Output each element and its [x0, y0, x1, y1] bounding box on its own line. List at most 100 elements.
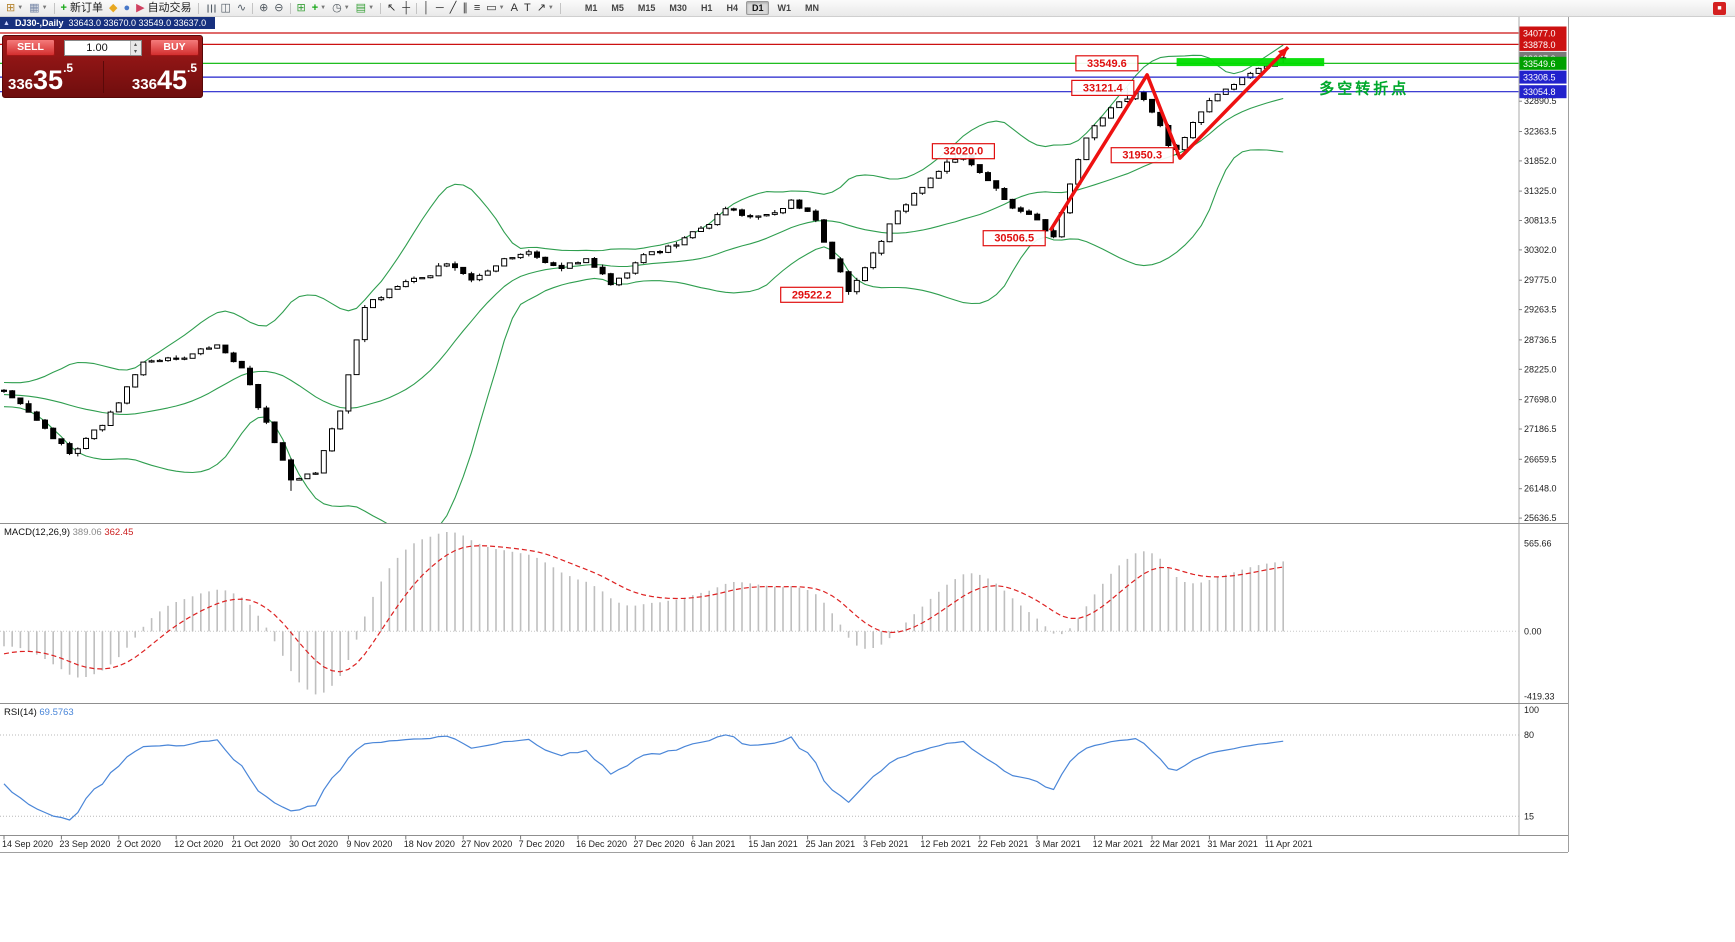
one-click-prices-row: 336 35.5 336 45.5 — [6, 58, 199, 96]
zoom-in-icon: ⊕ — [259, 1, 269, 14]
svg-text:18 Nov 2020: 18 Nov 2020 — [404, 839, 455, 849]
arrows-icon: ↗ — [536, 1, 546, 14]
chart-annotations[interactable]: 33549.6 33121.4 32020.0 31950.3 30506.5 29522… — [780, 45, 1410, 303]
channel-button[interactable]: ∥ — [459, 1, 471, 16]
buy-button[interactable]: BUY — [150, 39, 199, 56]
chevron-down-icon: ▼ — [368, 5, 375, 11]
label-icon: T — [523, 1, 531, 14]
shapes-button[interactable]: ▭ ▼ — [483, 1, 507, 16]
collapse-arrow-icon[interactable]: ▲ — [3, 19, 10, 27]
chart-ohlc-values: 33643.0 33670.0 33549.0 33637.0 — [68, 18, 207, 28]
periods-button[interactable]: ◷ ▼ — [329, 1, 353, 16]
tile-windows-icon: ⊞ — [296, 1, 306, 14]
svg-text:0.00: 0.00 — [1524, 626, 1542, 636]
svg-text:27 Nov 2020: 27 Nov 2020 — [461, 839, 512, 849]
indicators-icon: + — [311, 1, 319, 14]
candlestick-icon: ◫ — [220, 1, 231, 14]
autotrade-button[interactable]: ▶ 自动交易 — [133, 1, 194, 16]
svg-text:15: 15 — [1524, 811, 1534, 821]
toolbar-separator — [416, 2, 418, 14]
svg-text:9 Nov 2020: 9 Nov 2020 — [346, 839, 392, 849]
price-callout[interactable]: 31950.3 — [1110, 147, 1174, 164]
templates-icon: ▤ — [355, 1, 367, 14]
line-chart-button[interactable]: ∿ — [234, 1, 249, 16]
play-icon: ▶ — [136, 1, 145, 14]
svg-text:6 Jan 2021: 6 Jan 2021 — [691, 839, 736, 849]
text-button[interactable]: A — [508, 1, 521, 16]
timeframe-mn-button[interactable]: MN — [804, 3, 819, 13]
spinner-up-icon[interactable]: ▴ — [130, 40, 141, 48]
sell-price[interactable]: 336 35.5 — [8, 61, 74, 96]
tile-windows-button[interactable]: ⊞ — [294, 1, 309, 16]
zoom-out-icon: ⊖ — [274, 1, 284, 14]
price-callout[interactable]: 29522.2 — [780, 286, 844, 303]
volume-value: 1.00 — [86, 41, 108, 54]
timeframe-h1-button[interactable]: H1 — [700, 3, 713, 13]
note-text[interactable]: 多空转折点 — [1319, 80, 1409, 98]
periods-icon: ◷ — [332, 1, 342, 14]
hline-button[interactable]: ─ — [433, 1, 447, 16]
bar-chart-button[interactable]: ☰ — [202, 1, 218, 16]
price-callout[interactable]: 32020.0 — [931, 143, 996, 160]
profiles-button[interactable]: ▦ ▼ — [26, 1, 50, 16]
svg-text:32890.5: 32890.5 — [1524, 96, 1557, 106]
rsi-panel: RSI(14) 69.5763 100 80 15 — [0, 703, 1568, 821]
timeframe-h4-button[interactable]: H4 — [726, 3, 738, 13]
price-callout[interactable]: 33549.6 — [1075, 55, 1139, 72]
sell-button[interactable]: SELL — [6, 39, 55, 56]
timeframe-m5-button[interactable]: M5 — [611, 3, 624, 13]
volume-spinner[interactable]: ▴ ▾ — [129, 40, 141, 55]
new-chart-button[interactable]: ⊞ ▼ — [3, 1, 26, 16]
timeframe-m30-button[interactable]: M30 — [669, 3, 687, 13]
svg-text:29522.2: 29522.2 — [792, 289, 832, 301]
horizontal-level-lines[interactable] — [0, 32, 1519, 93]
news-button[interactable]: ● — [120, 1, 133, 16]
vline-button[interactable]: │ — [420, 1, 433, 16]
buy-price[interactable]: 336 45.5 — [131, 61, 197, 96]
zoom-out-button[interactable]: ⊖ — [271, 1, 286, 16]
timeframe-m15-button[interactable]: M15 — [637, 3, 656, 13]
volume-field[interactable]: 1.00 ▴ ▾ — [63, 39, 142, 56]
new-order-button[interactable]: + 新订单 — [58, 1, 106, 16]
metaeditor-button[interactable]: ◆ — [106, 1, 120, 16]
trendline-button[interactable]: ╱ — [447, 1, 460, 16]
autotrade-label: 自动交易 — [147, 1, 192, 14]
price-callout[interactable]: 33121.4 — [1071, 79, 1135, 97]
candlestick-series — [1, 56, 1287, 491]
chevron-down-icon: ▼ — [41, 5, 48, 11]
templates-button[interactable]: ▤ ▼ — [353, 1, 377, 16]
time-axis[interactable]: 14 Sep 2020 23 Sep 2020 2 Oct 2020 12 Oct 2… — [0, 835, 1568, 850]
timeframe-d1-button[interactable]: D1 — [745, 1, 770, 15]
channel-icon: ∥ — [462, 1, 468, 14]
chevron-down-icon: ▼ — [17, 5, 24, 11]
toolbar-separator — [289, 2, 291, 14]
price-axis[interactable]: 32890.5 32363.5 31852.0 31325.0 30813.5 30302… — [1518, 17, 1568, 835]
svg-text:29263.5: 29263.5 — [1524, 305, 1557, 315]
timeframe-m1-button[interactable]: M1 — [584, 3, 598, 13]
shapes-icon: ▭ — [486, 1, 497, 14]
svg-text:26659.5: 26659.5 — [1524, 454, 1557, 464]
svg-text:22 Mar 2021: 22 Mar 2021 — [1150, 839, 1201, 849]
svg-text:565.66: 565.66 — [1524, 538, 1552, 548]
chevron-down-icon: ▼ — [343, 5, 350, 11]
chevron-down-icon: ▼ — [498, 5, 505, 11]
fibonacci-button[interactable]: ≡ — [471, 1, 483, 16]
timeframe-w1-button[interactable]: W1 — [777, 3, 791, 13]
indicators-button[interactable]: + ▼ — [309, 1, 329, 16]
main-toolbar: ⊞ ▼ ▦ ▼ + 新订单 ◆ ● ▶ 自动交易 ☰ ◫ ∿ ⊕ ⊖ ⊞ + ▼ ◷ ▼ ▤ ▼ ↖ ┼ │ ─ ╱ ∥ ≡ ▭ ▼ A T ↗ ▼… — [0, 0, 1735, 17]
arrows-button[interactable]: ↗ ▼ — [534, 1, 557, 16]
crosshair-button[interactable]: ┼ — [399, 1, 413, 16]
alert-icon[interactable]: ■ — [1713, 1, 1726, 15]
svg-text:33121.4: 33121.4 — [1083, 82, 1124, 94]
toolbar-separator — [197, 2, 199, 14]
candlestick-button[interactable]: ◫ — [217, 1, 233, 16]
cursor-button[interactable]: ↖ — [384, 1, 399, 16]
price-callout[interactable]: 30506.5 — [982, 230, 1046, 247]
cursor-icon: ↖ — [387, 1, 397, 14]
svg-text:7 Dec 2020: 7 Dec 2020 — [519, 839, 565, 849]
spinner-down-icon[interactable]: ▾ — [130, 47, 141, 55]
zoom-in-button[interactable]: ⊕ — [256, 1, 271, 16]
label-button[interactable]: T — [521, 1, 534, 16]
svg-text:31852.0: 31852.0 — [1524, 156, 1557, 166]
